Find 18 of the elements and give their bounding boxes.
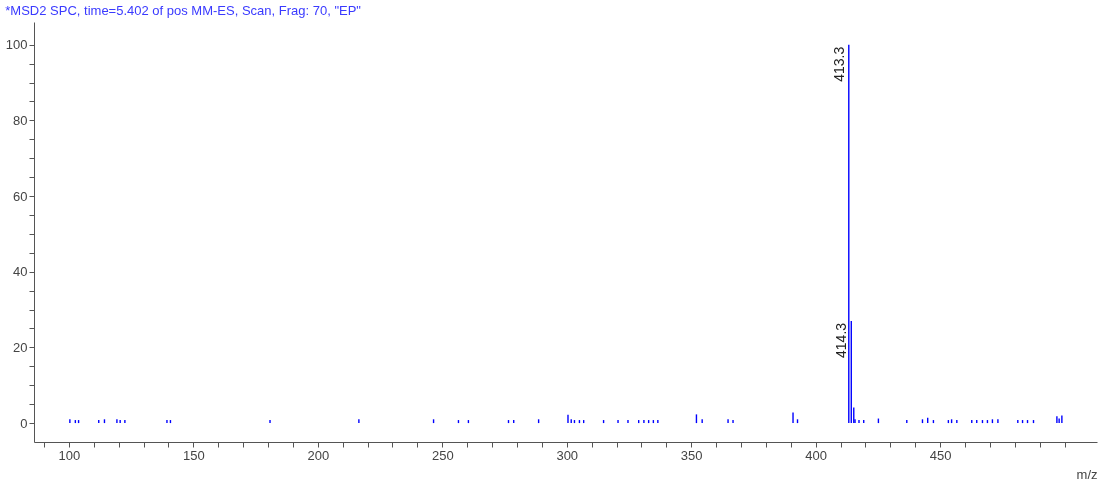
- x-tick-label: 200: [307, 447, 330, 463]
- annotation: 414.3: [833, 322, 850, 358]
- x-tick-label: 350: [680, 447, 703, 463]
- x-axis-title: m/z: [1076, 466, 1098, 482]
- x-tick-label: 400: [805, 447, 828, 463]
- y-tick-label: 100: [5, 37, 28, 53]
- x-tick-label: 250: [431, 447, 454, 463]
- chart-title: *MSD2 SPC, time=5.402 of pos MM-ES, Scan, Frag: 70, "EP": [5, 3, 362, 18]
- y-tick-label: 60: [13, 188, 28, 204]
- y-tick-label: 0: [20, 415, 28, 431]
- x-tick-label: 100: [58, 447, 81, 463]
- x-tick-label: 150: [182, 447, 205, 463]
- y-tick-label: 40: [13, 264, 28, 280]
- y-tick-label: 80: [13, 112, 28, 128]
- annotation: 413.3: [830, 46, 847, 82]
- y-tick-label: 20: [13, 339, 28, 355]
- x-tick-label: 450: [929, 447, 952, 463]
- x-tick-label: 300: [556, 447, 579, 463]
